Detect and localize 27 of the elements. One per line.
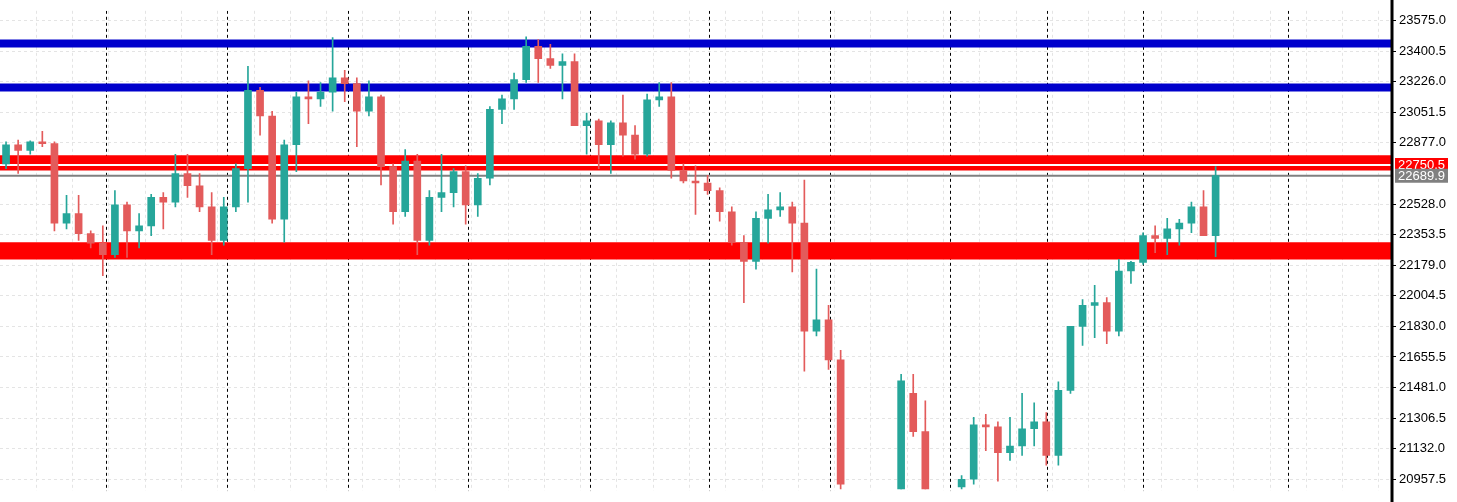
- y-tick-label: 22004.5: [1399, 287, 1447, 303]
- y-tick-label: 23226.0: [1399, 73, 1447, 89]
- candlestick: [340, 69, 349, 102]
- y-tick-label: 22528.0: [1399, 195, 1447, 211]
- candlestick: [1006, 416, 1014, 461]
- y-tick-label: 21132.0: [1399, 440, 1446, 456]
- y-tick-label: 21481.0: [1399, 379, 1447, 395]
- y-tick-label: 22353.5: [1399, 226, 1447, 242]
- y-tick-label: 23400.5: [1399, 42, 1447, 58]
- candlestick: [135, 213, 143, 249]
- y-tick-label: 22179.0: [1399, 256, 1447, 272]
- candlestick: [1030, 402, 1039, 447]
- candlestick: [619, 94, 627, 157]
- y-tick-label: 21306.5: [1399, 409, 1447, 425]
- y-tick-label: 21655.5: [1399, 348, 1447, 364]
- y-tick-label: 23575.0: [1399, 12, 1447, 28]
- candlestick: [159, 192, 168, 230]
- candlestick: [1151, 225, 1159, 254]
- candlestick: [776, 192, 784, 217]
- y-tick-label: 22877.0: [1399, 134, 1447, 150]
- y-tick-label: 23051.5: [1399, 103, 1447, 119]
- candlestick: [764, 194, 772, 244]
- y-tick-label: 21830.0: [1399, 317, 1447, 333]
- candlestick: [788, 201, 797, 273]
- candlestick: [14, 139, 22, 174]
- y-tick-label: 20957.5: [1399, 470, 1447, 486]
- candlestick: [98, 225, 107, 277]
